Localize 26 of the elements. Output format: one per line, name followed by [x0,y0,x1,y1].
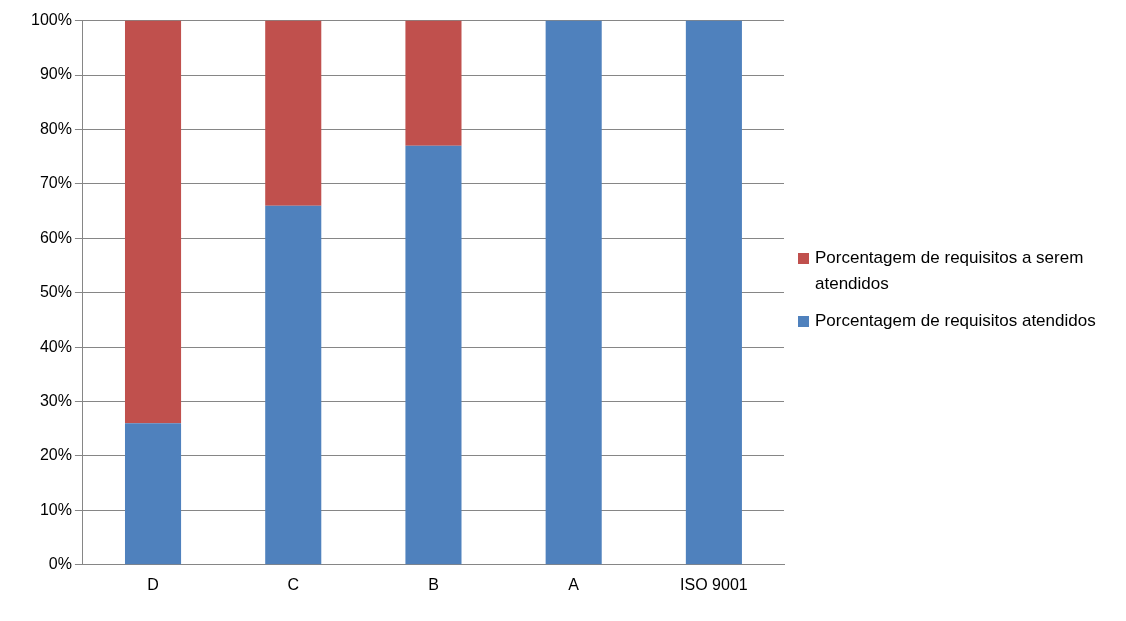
bar [124,423,182,565]
y-tick-label: 0% [48,555,72,573]
x-tick-label: D [147,575,159,593]
x-tick-label: ISO 9001 [680,575,748,593]
y-tick-label: 80% [39,119,72,137]
y-tick-label: 100% [31,11,72,29]
x-tick-label: A [568,575,580,593]
y-tick-label: 60% [39,228,72,246]
y-tick-label: 20% [39,446,72,464]
bar [265,205,322,565]
bar [405,20,462,146]
legend-label: Porcentagem de requisitos atendidos [815,310,1096,332]
y-tick-label: 30% [39,391,72,409]
y-tick-label: 40% [39,337,72,355]
legend-label: Porcentagem de requisitos a serem atendidos [815,247,1085,295]
y-tick-label: 90% [39,65,72,83]
bar [405,145,462,565]
bar [685,20,742,565]
bar [265,20,322,206]
bar [124,20,182,424]
y-tick-label: 10% [39,500,72,518]
bar [545,20,602,565]
x-tick-label: B [428,575,439,593]
x-tick-label: C [287,575,300,593]
y-tick-label: 50% [39,283,72,301]
y-tick-label: 70% [39,174,72,192]
